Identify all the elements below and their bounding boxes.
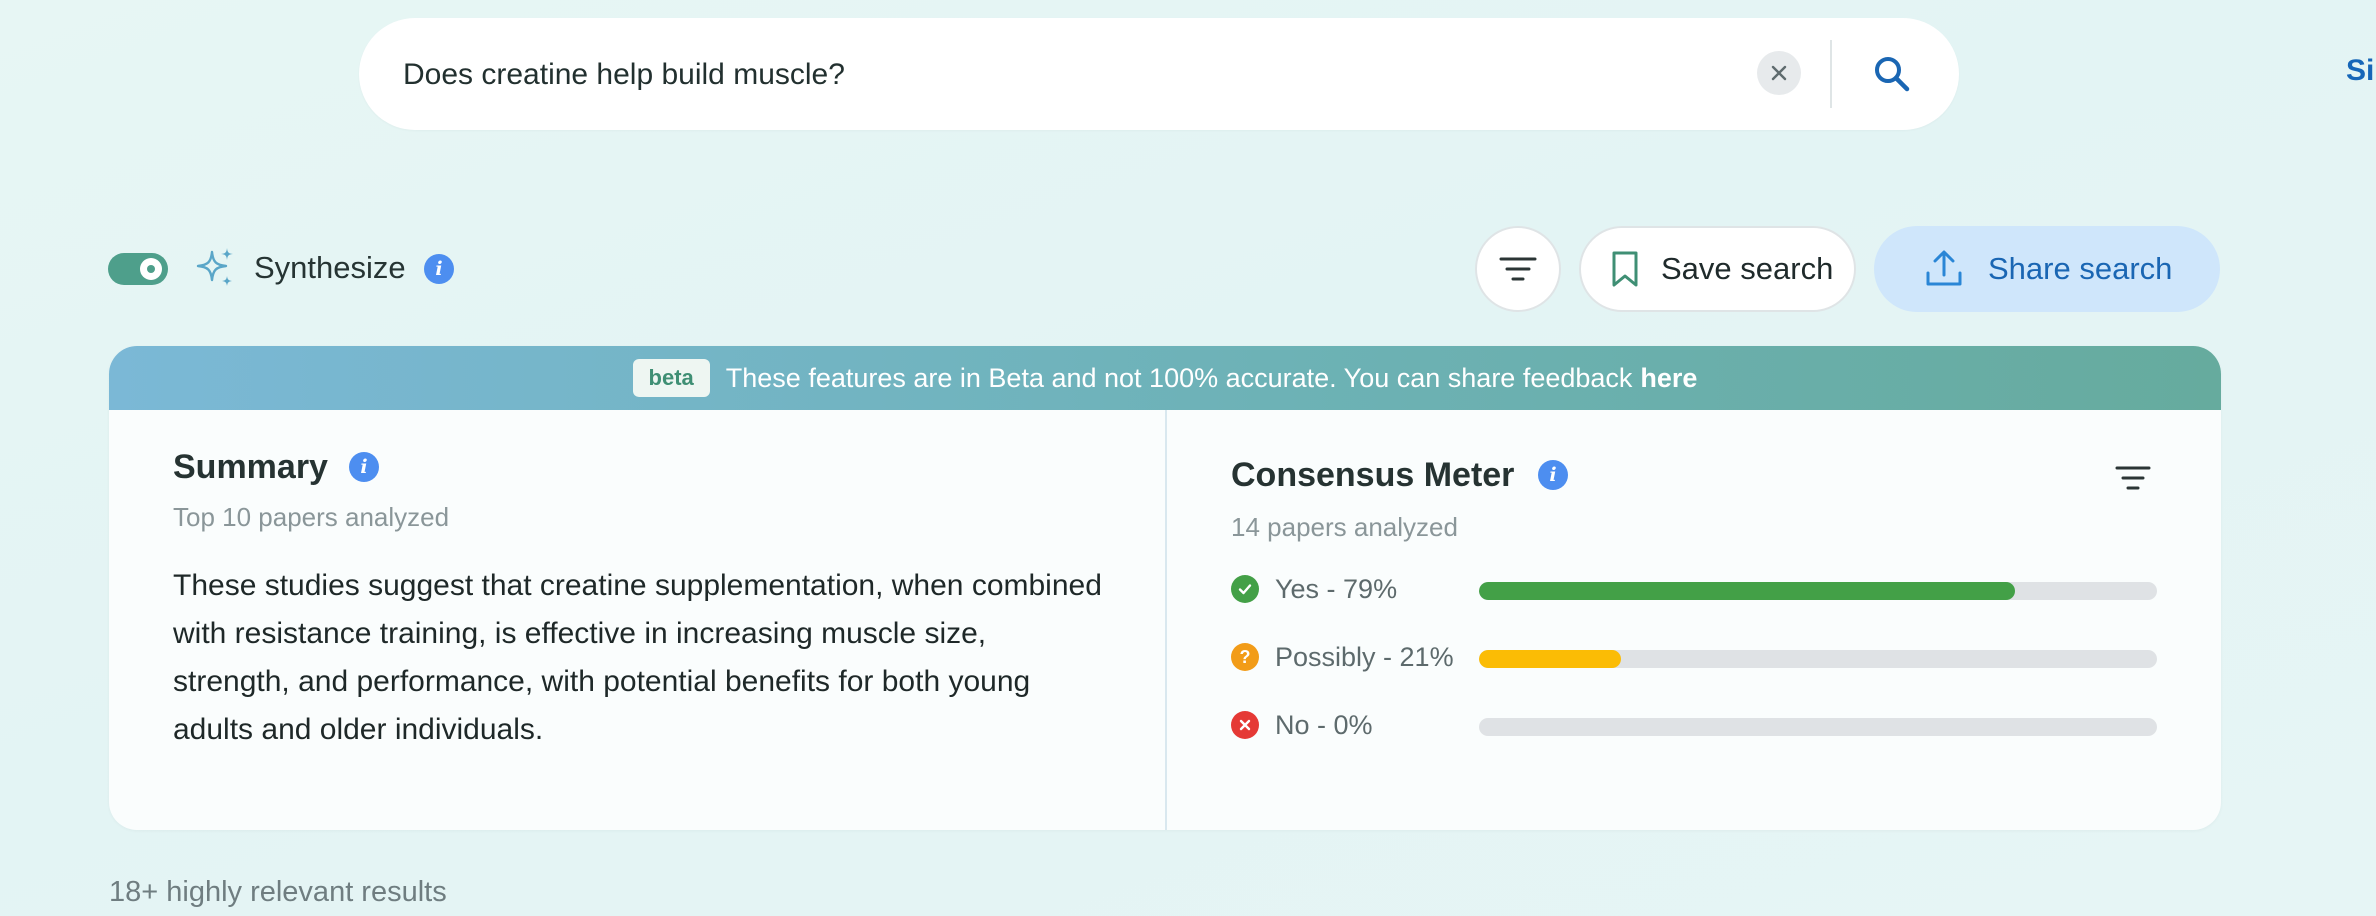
synthesis-card: beta These features are in Beta and not … [109,346,2221,830]
summary-text: These studies suggest that creatine supp… [173,569,1102,746]
consensus-meter-title: Consensus Meter [1231,456,1515,494]
bookmark-icon [1612,251,1638,287]
summary-info-icon[interactable]: i [349,452,379,482]
beta-text: These features are in Beta and not 100% … [725,362,1633,393]
meter-track-yes [1479,582,2157,600]
beta-badge: beta [632,359,710,397]
meter-fill-possibly [1479,650,1622,668]
meter-fill-yes [1479,582,2015,600]
synthesize-label: Synthesize [254,250,406,285]
consensus-filter-icon[interactable] [2115,464,2151,492]
filter-button[interactable] [1475,226,1561,312]
meter-row-possibly: ? Possibly - 21% [1231,636,2171,676]
clear-search-button[interactable] [1757,51,1801,95]
search-button[interactable] [1857,40,1927,108]
search-bar [359,18,1959,130]
filter-icon [1499,257,1537,281]
check-icon [1231,575,1259,603]
upload-icon [1926,250,1962,286]
save-search-label: Save search [1661,251,1834,286]
summary-subtitle: Top 10 papers analyzed [173,502,450,532]
question-icon: ? [1231,643,1259,671]
synthesize-info-icon[interactable]: i [424,254,454,284]
search-input[interactable] [401,42,1705,108]
summary-title: Summary [173,448,328,486]
meter-track-possibly [1479,650,2157,668]
toggle-knob [140,258,162,280]
search-divider [1830,40,1832,108]
search-icon [1875,57,1910,92]
sign-in-link[interactable]: Si [2346,54,2375,87]
synthesize-toggle[interactable] [108,253,168,285]
meter-row-yes: Yes - 79% [1231,568,2171,608]
x-icon [1231,711,1259,739]
close-icon [1771,65,1787,81]
meter-label-no: No - 0% [1275,710,1373,740]
sparkle-icon [196,248,233,286]
results-count: 18+ highly relevant results [109,876,447,908]
beta-banner: beta These features are in Beta and not … [109,346,2221,410]
share-search-button[interactable]: Share search [1874,226,2220,312]
feedback-link[interactable]: here [1640,362,1698,393]
meter-label-yes: Yes - 79% [1275,574,1398,604]
meter-label-possibly: Possibly - 21% [1275,642,1454,672]
column-divider [1165,410,1167,830]
meter-row-no: No - 0% [1231,704,2171,744]
save-search-button[interactable]: Save search [1579,226,1856,312]
share-search-label: Share search [1988,251,2173,286]
consensus-subtitle: 14 papers analyzed [1231,512,1458,542]
consensus-info-icon[interactable]: i [1538,460,1568,490]
meter-track-no [1479,718,2157,736]
